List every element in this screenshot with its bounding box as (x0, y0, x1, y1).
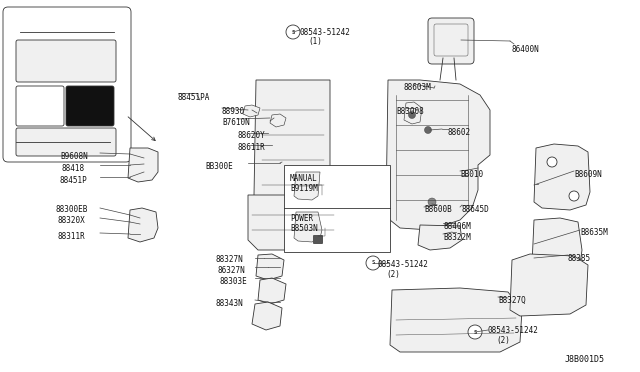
Bar (284, 165, 390, 252)
FancyBboxPatch shape (3, 7, 131, 162)
Text: 88603M: 88603M (404, 83, 432, 92)
Text: MANUAL: MANUAL (290, 174, 317, 183)
Text: 88406M: 88406M (443, 222, 471, 231)
Polygon shape (256, 254, 284, 280)
Text: B8322M: B8322M (443, 233, 471, 242)
Polygon shape (128, 208, 158, 242)
Polygon shape (248, 195, 338, 250)
FancyBboxPatch shape (16, 40, 116, 82)
Text: (2): (2) (386, 270, 400, 279)
FancyBboxPatch shape (313, 235, 323, 244)
Circle shape (428, 198, 436, 206)
Text: BB300E: BB300E (205, 162, 233, 171)
Text: 08543-51242: 08543-51242 (488, 326, 539, 335)
Polygon shape (294, 172, 320, 200)
Polygon shape (390, 288, 522, 352)
Text: B8327Q: B8327Q (498, 296, 525, 305)
Circle shape (569, 191, 579, 201)
Circle shape (286, 25, 300, 39)
Text: S: S (291, 29, 294, 35)
Text: 88645D: 88645D (462, 205, 490, 214)
Text: B8600B: B8600B (424, 205, 452, 214)
Polygon shape (534, 144, 590, 210)
Text: S: S (371, 260, 374, 266)
Text: 88327N: 88327N (215, 255, 243, 264)
Polygon shape (404, 102, 422, 124)
Polygon shape (510, 254, 588, 316)
Text: 88303E: 88303E (220, 277, 248, 286)
Text: B8609N: B8609N (574, 170, 602, 179)
Polygon shape (252, 302, 282, 330)
Circle shape (408, 112, 415, 119)
Text: 88320X: 88320X (57, 216, 84, 225)
Polygon shape (270, 114, 286, 127)
Text: S: S (474, 330, 477, 334)
Text: 88343N: 88343N (216, 299, 244, 308)
Circle shape (468, 325, 482, 339)
Circle shape (366, 256, 380, 270)
FancyBboxPatch shape (428, 18, 474, 64)
Text: POWER: POWER (290, 214, 313, 223)
Text: 88385: 88385 (568, 254, 591, 263)
FancyBboxPatch shape (16, 86, 64, 126)
Text: 08543-51242: 08543-51242 (300, 28, 351, 37)
Polygon shape (128, 148, 158, 182)
Polygon shape (532, 218, 582, 272)
Text: 86327N: 86327N (218, 266, 246, 275)
Text: 86400N: 86400N (512, 45, 540, 54)
Text: 88418: 88418 (62, 164, 85, 173)
Text: (1): (1) (308, 37, 322, 46)
Text: J8B001D5: J8B001D5 (565, 355, 605, 364)
Text: 88930: 88930 (222, 107, 245, 116)
FancyBboxPatch shape (434, 24, 468, 56)
Text: 88300EB: 88300EB (55, 205, 88, 214)
Polygon shape (418, 225, 462, 250)
Circle shape (424, 126, 431, 134)
Polygon shape (254, 80, 330, 212)
Text: (2): (2) (496, 336, 510, 345)
Polygon shape (243, 105, 260, 117)
Text: B83008: B83008 (396, 107, 424, 116)
Text: BB010: BB010 (460, 170, 483, 179)
Text: B9119M: B9119M (290, 184, 317, 193)
Text: B9608N: B9608N (60, 152, 88, 161)
FancyBboxPatch shape (16, 128, 116, 156)
Circle shape (547, 157, 557, 167)
Text: 88620Y: 88620Y (238, 131, 266, 140)
Polygon shape (294, 212, 322, 242)
Text: 88451PA: 88451PA (178, 93, 211, 102)
Text: B8635M: B8635M (580, 228, 608, 237)
Text: 88611R: 88611R (238, 143, 266, 152)
Polygon shape (258, 278, 286, 304)
Text: 08543-51242: 08543-51242 (378, 260, 429, 269)
Text: B7610N: B7610N (222, 118, 250, 127)
Text: 88311R: 88311R (57, 232, 84, 241)
Polygon shape (386, 80, 490, 230)
Text: B8503N: B8503N (290, 224, 317, 233)
FancyBboxPatch shape (66, 86, 114, 126)
Text: 88451P: 88451P (60, 176, 88, 185)
Text: 88602: 88602 (448, 128, 471, 137)
